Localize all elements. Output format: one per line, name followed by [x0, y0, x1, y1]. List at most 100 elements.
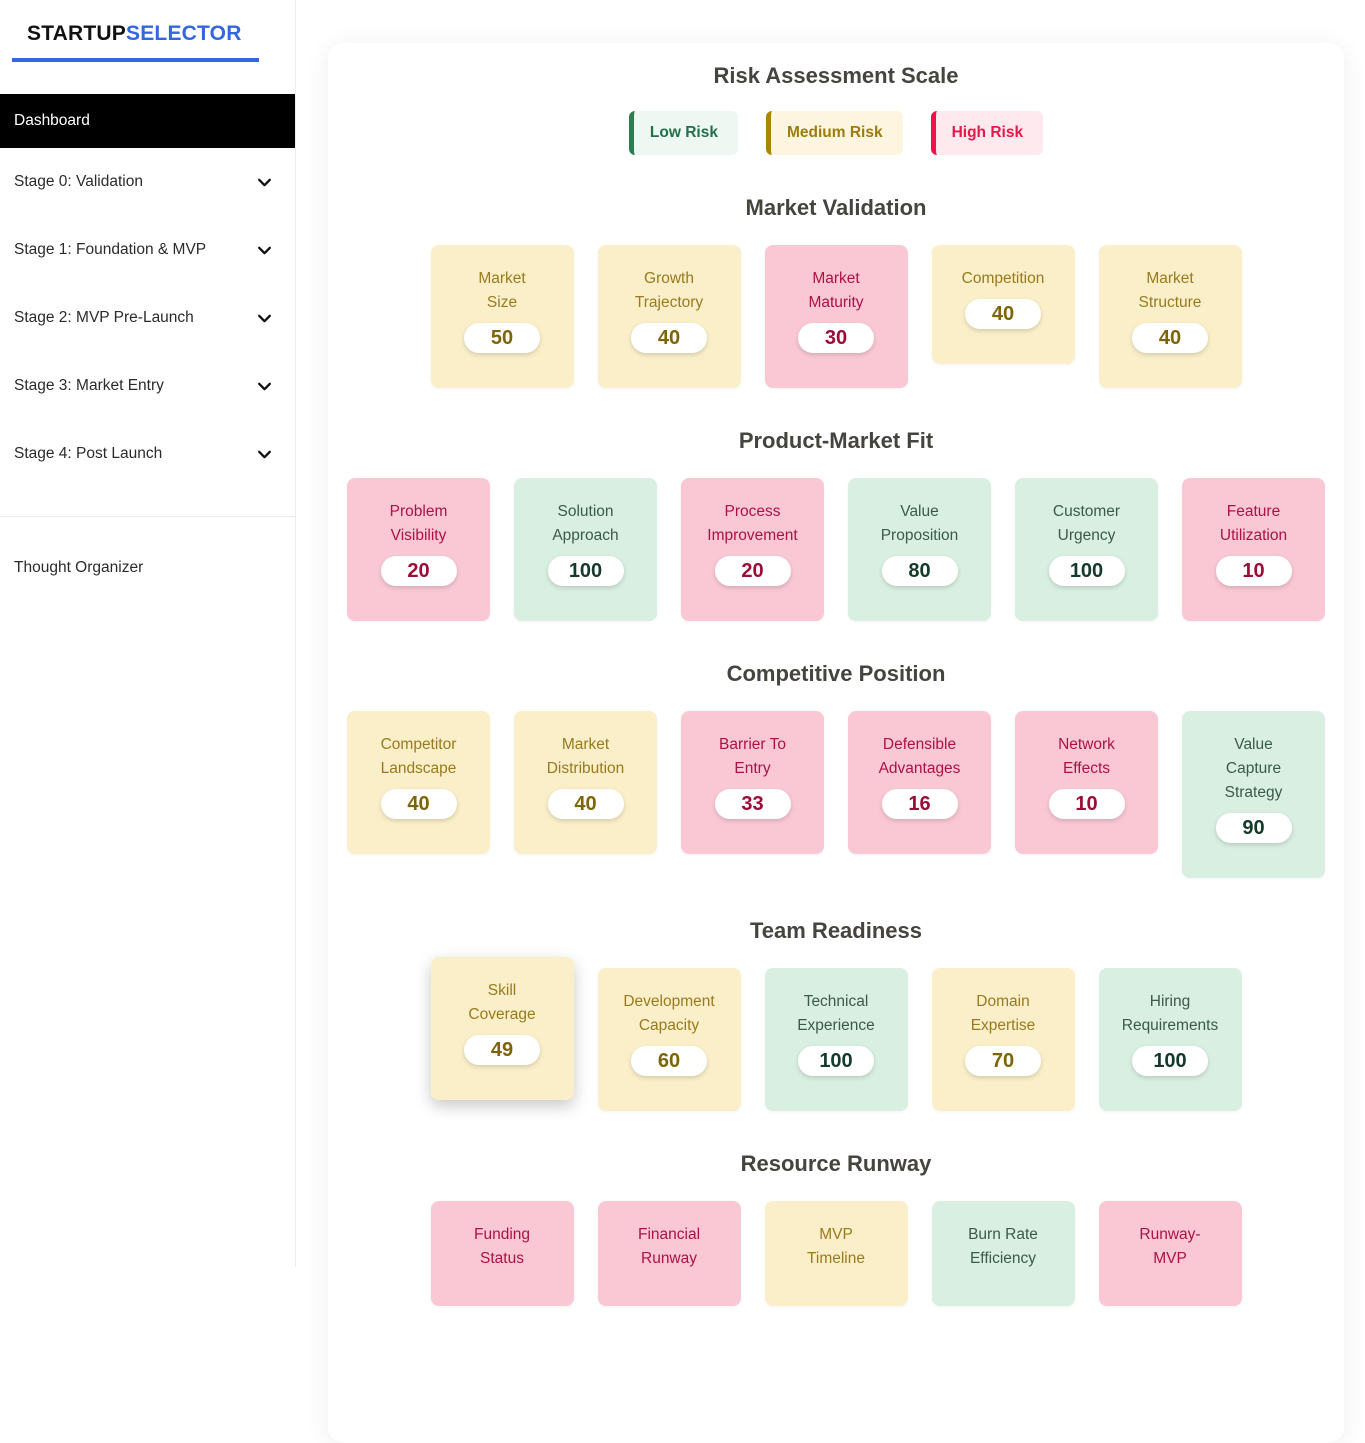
stage-label: Stage 4: Post Launch — [14, 445, 163, 462]
metric-card-market-maturity[interactable]: Market Maturity 30 — [764, 245, 908, 388]
metric-label: Value Proposition — [880, 503, 959, 544]
logo-text-secondary: SELECTOR — [126, 22, 242, 45]
metric-value-pill: 10 — [1215, 556, 1292, 586]
metric-value-pill: 60 — [631, 1046, 707, 1076]
metric-value-pill: 100 — [1132, 1046, 1208, 1076]
metric-card-value-proposition[interactable]: Value Proposition 80 — [848, 478, 991, 621]
sidebar-item-dashboard[interactable]: Dashboard — [0, 94, 295, 148]
metric-card-skill-coverage[interactable]: Skill Coverage 49 — [430, 957, 574, 1100]
section-title-product-market-fit: Product-Market Fit — [738, 428, 934, 453]
metric-label: Market Size — [478, 270, 526, 311]
risk-legend: Low Risk Medium Risk High Risk — [328, 111, 1344, 155]
metric-label: Competitor Landscape — [380, 736, 457, 777]
sidebar-divider — [0, 516, 295, 517]
metric-card-value-capture-strategy[interactable]: Value Capture Strategy 90 — [1182, 711, 1325, 878]
metric-value-pill: 40 — [631, 323, 707, 353]
card-row-resource-runway: Funding Status Financial Runway MVP Timeli… — [328, 1201, 1344, 1306]
metric-label: Customer Urgency — [1052, 503, 1121, 544]
metric-label: Skill Coverage — [468, 982, 536, 1023]
metric-value-pill: 49 — [464, 1035, 540, 1065]
metric-label: Growth Trajectory — [634, 270, 704, 311]
metric-label: Defensible Advantages — [878, 736, 961, 777]
metric-card-market-size[interactable]: Market Size 50 — [430, 245, 574, 388]
metric-card-financial-runway[interactable]: Financial Runway — [597, 1201, 741, 1306]
metric-card-funding-status[interactable]: Funding Status — [430, 1201, 574, 1306]
metric-label: Competition — [961, 270, 1045, 287]
metric-card-market-distribution[interactable]: Market Distribution 40 — [514, 711, 657, 854]
metric-card-development-capacity[interactable]: Development Capacity 60 — [597, 968, 741, 1111]
card-row-competitive-position: Competitor Landscape 40 Market Distributio… — [328, 711, 1344, 878]
metric-card-hiring-requirements[interactable]: Hiring Requirements 100 — [1098, 968, 1242, 1111]
metric-label: Process Improvement — [707, 503, 798, 544]
sidebar-item-stage-2-mvp-pre-launch[interactable]: Stage 2: MVP Pre-Launch — [0, 284, 295, 352]
metric-card-feature-utilization[interactable]: Feature Utilization 10 — [1182, 478, 1325, 621]
metric-card-defensible-advantages[interactable]: Defensible Advantages 16 — [848, 711, 991, 854]
section-title-team-readiness: Team Readiness — [749, 918, 922, 943]
metric-label: Runway- MVP — [1139, 1226, 1201, 1267]
metric-value-pill: 40 — [1132, 323, 1208, 353]
sidebar: STARTUPSELECTOR Dashboard Stage 0: Valid… — [0, 0, 296, 1267]
thought-organizer-label: Thought Organizer — [14, 559, 144, 576]
metric-value-pill: 40 — [380, 789, 457, 819]
metric-card-competition[interactable]: Competition 40 — [931, 245, 1075, 364]
metric-card-solution-approach[interactable]: Solution Approach 100 — [514, 478, 657, 621]
card-row-market-validation: Market Size 50 Growth Trajectory 40 Market M… — [328, 245, 1344, 388]
chevron-down-icon — [258, 246, 271, 254]
metric-card-process-improvement[interactable]: Process Improvement 20 — [681, 478, 824, 621]
metric-card-problem-visibility[interactable]: Problem Visibility 20 — [347, 478, 490, 621]
metric-label: Solution Approach — [552, 503, 619, 544]
metric-card-domain-expertise[interactable]: Domain Expertise 70 — [931, 968, 1075, 1111]
metric-value-pill: 40 — [965, 299, 1041, 329]
metric-value-pill: 40 — [547, 789, 624, 819]
section-title-competitive-position: Competitive Position — [726, 661, 946, 686]
metric-label: Hiring Requirements — [1121, 993, 1219, 1034]
metric-card-mvp-timeline[interactable]: MVP Timeline — [764, 1201, 908, 1306]
legend-low-risk: Low Risk — [628, 111, 738, 155]
metric-label: Feature Utilization — [1219, 503, 1288, 544]
sidebar-item-stage-3-market-entry[interactable]: Stage 3: Market Entry — [0, 352, 295, 420]
metric-value-pill: 100 — [1048, 556, 1125, 586]
chevron-down-icon — [258, 178, 271, 186]
dashboard-panel: Risk Assessment Scale Low Risk Medium Ris… — [328, 43, 1344, 1443]
chevron-down-icon — [258, 314, 271, 322]
metric-card-barrier-to-entry[interactable]: Barrier To Entry 33 — [681, 711, 824, 854]
sidebar-item-stage-0-validation[interactable]: Stage 0: Validation — [0, 148, 295, 216]
metric-card-runway-mvp[interactable]: Runway- MVP — [1098, 1201, 1242, 1306]
metric-value-pill: 33 — [714, 789, 791, 819]
metric-card-technical-experience[interactable]: Technical Experience 100 — [764, 968, 908, 1111]
metric-label: Value Capture Strategy — [1224, 736, 1283, 801]
chevron-down-icon — [258, 382, 271, 390]
metric-label: Burn Rate Efficiency — [968, 1226, 1038, 1267]
metric-value-pill: 100 — [547, 556, 624, 586]
sidebar-item-thought-organizer[interactable]: Thought Organizer — [0, 540, 295, 596]
metric-card-customer-urgency[interactable]: Customer Urgency 100 — [1015, 478, 1158, 621]
metric-label: Problem Visibility — [389, 503, 448, 544]
metric-label: Network Effects — [1058, 736, 1115, 777]
metric-card-market-structure[interactable]: Market Structure 40 — [1098, 245, 1242, 388]
metric-value-pill: 90 — [1215, 813, 1292, 843]
sidebar-item-stage-1-foundation-mvp[interactable]: Stage 1: Foundation & MVP — [0, 216, 295, 284]
metric-card-burn-rate-efficiency[interactable]: Burn Rate Efficiency — [931, 1201, 1075, 1306]
metric-label: Development Capacity — [623, 993, 715, 1034]
risk-scale-title: Risk Assessment Scale — [713, 63, 959, 88]
app-logo: STARTUPSELECTOR — [12, 22, 259, 62]
metric-card-network-effects[interactable]: Network Effects 10 — [1015, 711, 1158, 854]
metric-card-competitor-landscape[interactable]: Competitor Landscape 40 — [347, 711, 490, 854]
metric-sections: Market Validation Market Size 50 Growth Tra… — [328, 195, 1344, 1306]
metric-value-pill: 100 — [798, 1046, 874, 1076]
metric-card-growth-trajectory[interactable]: Growth Trajectory 40 — [597, 245, 741, 388]
metric-value-pill: 16 — [881, 789, 958, 819]
metric-value-pill: 80 — [881, 556, 958, 586]
metric-label: Market Maturity — [808, 270, 864, 311]
sidebar-item-stage-4-post-launch[interactable]: Stage 4: Post Launch — [0, 420, 295, 488]
stage-label: Stage 3: Market Entry — [14, 377, 164, 394]
stage-label: Stage 0: Validation — [14, 173, 143, 190]
metric-value-pill: 10 — [1048, 789, 1125, 819]
legend-high-risk: High Risk — [930, 111, 1044, 155]
metric-label: Barrier To Entry — [719, 736, 786, 777]
logo-text-primary: STARTUP — [27, 22, 127, 45]
metric-label: Domain Expertise — [970, 993, 1036, 1034]
stage-label: Stage 2: MVP Pre-Launch — [14, 309, 194, 326]
card-row-team-readiness: Skill Coverage 49 Development Capacity 60 Te… — [328, 957, 1344, 1111]
section-title-market-validation: Market Validation — [745, 195, 927, 220]
